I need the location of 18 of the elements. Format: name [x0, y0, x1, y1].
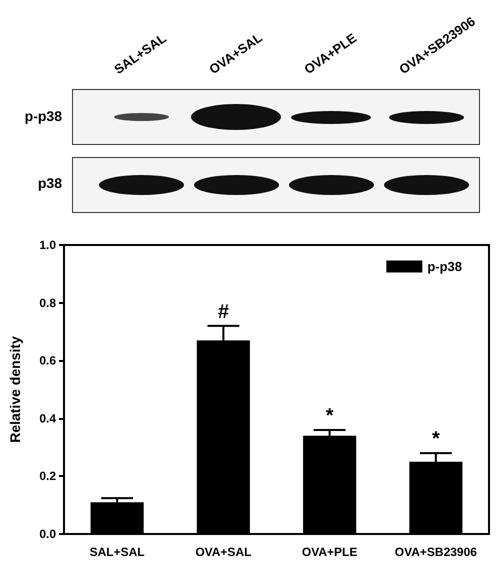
x-tick-label: OVA+PLE	[302, 545, 358, 559]
x-tick-label: OVA+SB23906	[394, 545, 478, 559]
y-axis-title: Relative density	[7, 336, 23, 443]
text: p-p38	[24, 108, 62, 124]
y-tick-label: 0.6	[39, 354, 56, 368]
bar	[90, 502, 144, 534]
y-tick-label: 0.8	[39, 296, 56, 310]
y-tick-label: 0.0	[39, 527, 56, 541]
annotation: *	[326, 404, 334, 427]
annotation: *	[432, 428, 440, 450]
x-tick-label: SAL+SAL	[90, 545, 145, 559]
legend-label: p-p38	[427, 259, 462, 274]
y-tick-label: 1.0	[39, 238, 56, 252]
x-tick-label: OVA+SAL	[195, 545, 252, 559]
annotation: #	[218, 300, 229, 323]
text: p38	[38, 175, 62, 191]
y-tick-label: 0.2	[39, 469, 56, 484]
y-tick-label: 0.4	[39, 411, 56, 426]
